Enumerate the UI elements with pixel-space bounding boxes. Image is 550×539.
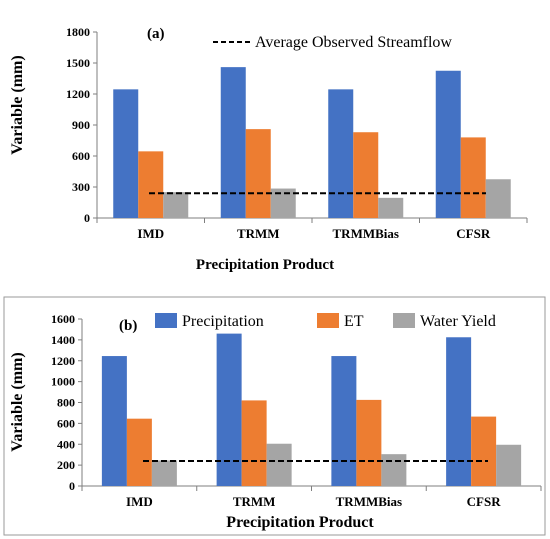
x-tick-label-a: TRMM: [237, 226, 280, 241]
bar-water-yield-b: [496, 444, 522, 486]
bar-et-b: [471, 416, 497, 486]
y-tick-label-b: 200: [57, 458, 75, 472]
bar-water-yield-a: [378, 197, 404, 218]
bar-water-yield-b: [266, 443, 292, 486]
y-tick-label-a: 0: [84, 211, 90, 225]
y-tick-label-a: 1800: [66, 25, 90, 39]
chart-panel-b: (b) Variable (mm) Precipitation Product …: [3, 296, 546, 536]
x-tick-label-a: TRMMBias: [333, 226, 399, 241]
legend-swatch-precipitation: [155, 313, 177, 328]
chart-panel-a: (a) Variable (mm) Precipitation Product …: [9, 25, 528, 273]
y-tick-label-b: 1600: [51, 312, 75, 326]
panel-label-a: (a): [147, 26, 165, 42]
bar-precipitation-b: [331, 356, 357, 486]
legend-label-precipitation: Precipitation: [182, 313, 264, 330]
bar-precipitation-b: [216, 333, 242, 486]
x-tick-label-b: CFSR: [467, 494, 502, 509]
bar-et-b: [356, 399, 382, 486]
bar-water-yield-b: [381, 454, 407, 486]
bar-water-yield-a: [163, 192, 189, 218]
x-tick-label-a: CFSR: [456, 226, 491, 241]
x-tick-label-a: IMD: [137, 226, 164, 241]
bar-precipitation-a: [220, 67, 246, 218]
y-tick-label-b: 0: [69, 479, 75, 493]
bar-et-b: [126, 418, 152, 486]
bar-et-a: [138, 151, 164, 218]
bar-et-a: [245, 129, 271, 218]
y-tick-label-b: 800: [57, 396, 75, 410]
y-tick-label-a: 1500: [66, 56, 90, 70]
y-tick-label-b: 1000: [51, 375, 75, 389]
y-tick-label-a: 1200: [66, 87, 90, 101]
bar-et-b: [241, 400, 267, 486]
legend-label-et: ET: [344, 313, 364, 330]
y-axis-label-b: Variable (mm): [9, 352, 26, 451]
y-tick-label-b: 600: [57, 416, 75, 430]
y-tick-label-a: 600: [72, 149, 90, 163]
x-tick-label-b: IMD: [126, 494, 153, 509]
bar-water-yield-b: [151, 460, 177, 486]
y-tick-label-a: 900: [72, 118, 90, 132]
y-axis-label-a: Variable (mm): [9, 55, 26, 154]
x-axis-label-a: Precipitation Product: [196, 257, 334, 273]
bar-precipitation-b: [446, 337, 472, 486]
y-tick-label-b: 400: [57, 437, 75, 451]
bar-precipitation-a: [113, 89, 139, 218]
bar-precipitation-a: [435, 70, 461, 218]
bar-precipitation-b: [101, 356, 127, 486]
legend-label-water-yield: Water Yield: [420, 313, 496, 330]
x-axis-label-b: Precipitation Product: [226, 514, 374, 531]
y-tick-label-a: 300: [72, 180, 90, 194]
x-tick-label-b: TRMM: [233, 494, 276, 509]
y-tick-label-b: 1200: [51, 354, 75, 368]
legend-swatch-et: [317, 313, 339, 328]
bar-et-a: [353, 132, 379, 218]
legend-swatch-water-yield: [393, 313, 415, 328]
panel-label-b: (b): [119, 318, 137, 334]
x-tick-label-b: TRMMBias: [336, 494, 402, 509]
bar-water-yield-a: [485, 179, 511, 218]
y-tick-label-b: 1400: [51, 333, 75, 347]
bar-precipitation-a: [328, 89, 354, 218]
bar-water-yield-a: [270, 188, 296, 218]
bar-et-a: [460, 137, 486, 218]
legend-label-streamflow: Average Observed Streamflow: [255, 34, 452, 51]
panel-b-frame: [3, 296, 546, 536]
